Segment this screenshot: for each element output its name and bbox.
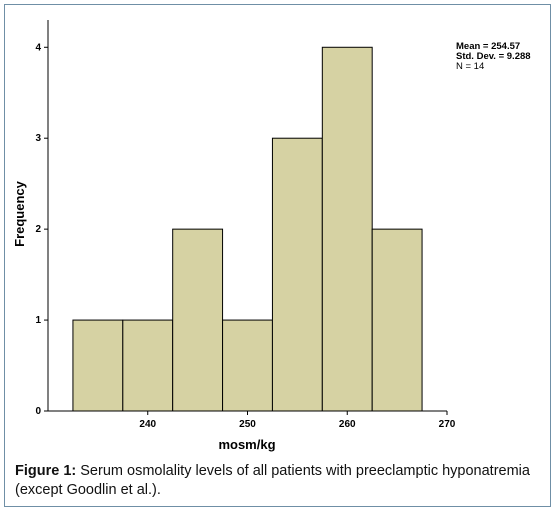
caption-label: Figure 1: [15, 463, 77, 479]
histogram-bar-6 [321, 46, 373, 412]
caption-text: Serum osmolality levels of all patients … [15, 463, 530, 498]
x-tick-label: 240 [139, 419, 156, 430]
histogram-bar-7 [371, 228, 423, 412]
stats-n: N = 14 [456, 61, 485, 72]
y-tick-label: 2 [35, 224, 41, 235]
bars-group [72, 46, 423, 412]
stats-box: Mean = 254.57 Std. Dev. = 9.288 N = 14 [456, 42, 531, 72]
y-tick-label: 0 [35, 406, 41, 417]
stats-std: Std. Dev. = 9.288 [456, 51, 531, 62]
y-tick-label: 1 [35, 315, 41, 326]
x-tick-label: 250 [239, 419, 256, 430]
stats-mean: Mean = 254.57 [456, 41, 521, 52]
y-axis-label: Frequency [12, 180, 27, 247]
histogram-bar-4 [222, 319, 273, 412]
x-tick-label: 260 [339, 419, 356, 430]
histogram-bar-2 [122, 319, 174, 412]
histogram-bar-3 [172, 228, 224, 412]
x-axis-label: mosm/kg [218, 437, 275, 452]
x-tick-label: 270 [439, 419, 456, 430]
histogram-bar-5 [271, 137, 323, 412]
y-tick-label: 3 [35, 133, 41, 144]
y-tick-label: 4 [35, 42, 41, 53]
axes-group: 0 1 2 3 4 240 250 260 270 [35, 20, 456, 430]
figure-caption: Figure 1: Serum osmolality levels of all… [15, 462, 545, 500]
histogram-bar-1 [72, 319, 124, 412]
histogram-chart: 0 1 2 3 4 240 250 260 270 Frequency mosm/kg [12, 20, 456, 452]
